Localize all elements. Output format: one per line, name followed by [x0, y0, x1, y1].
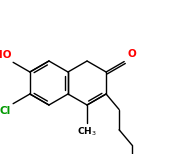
- Text: O: O: [127, 49, 136, 59]
- Text: CH$_3$: CH$_3$: [77, 125, 97, 138]
- Text: HO: HO: [0, 50, 11, 60]
- Text: Cl: Cl: [0, 106, 11, 116]
